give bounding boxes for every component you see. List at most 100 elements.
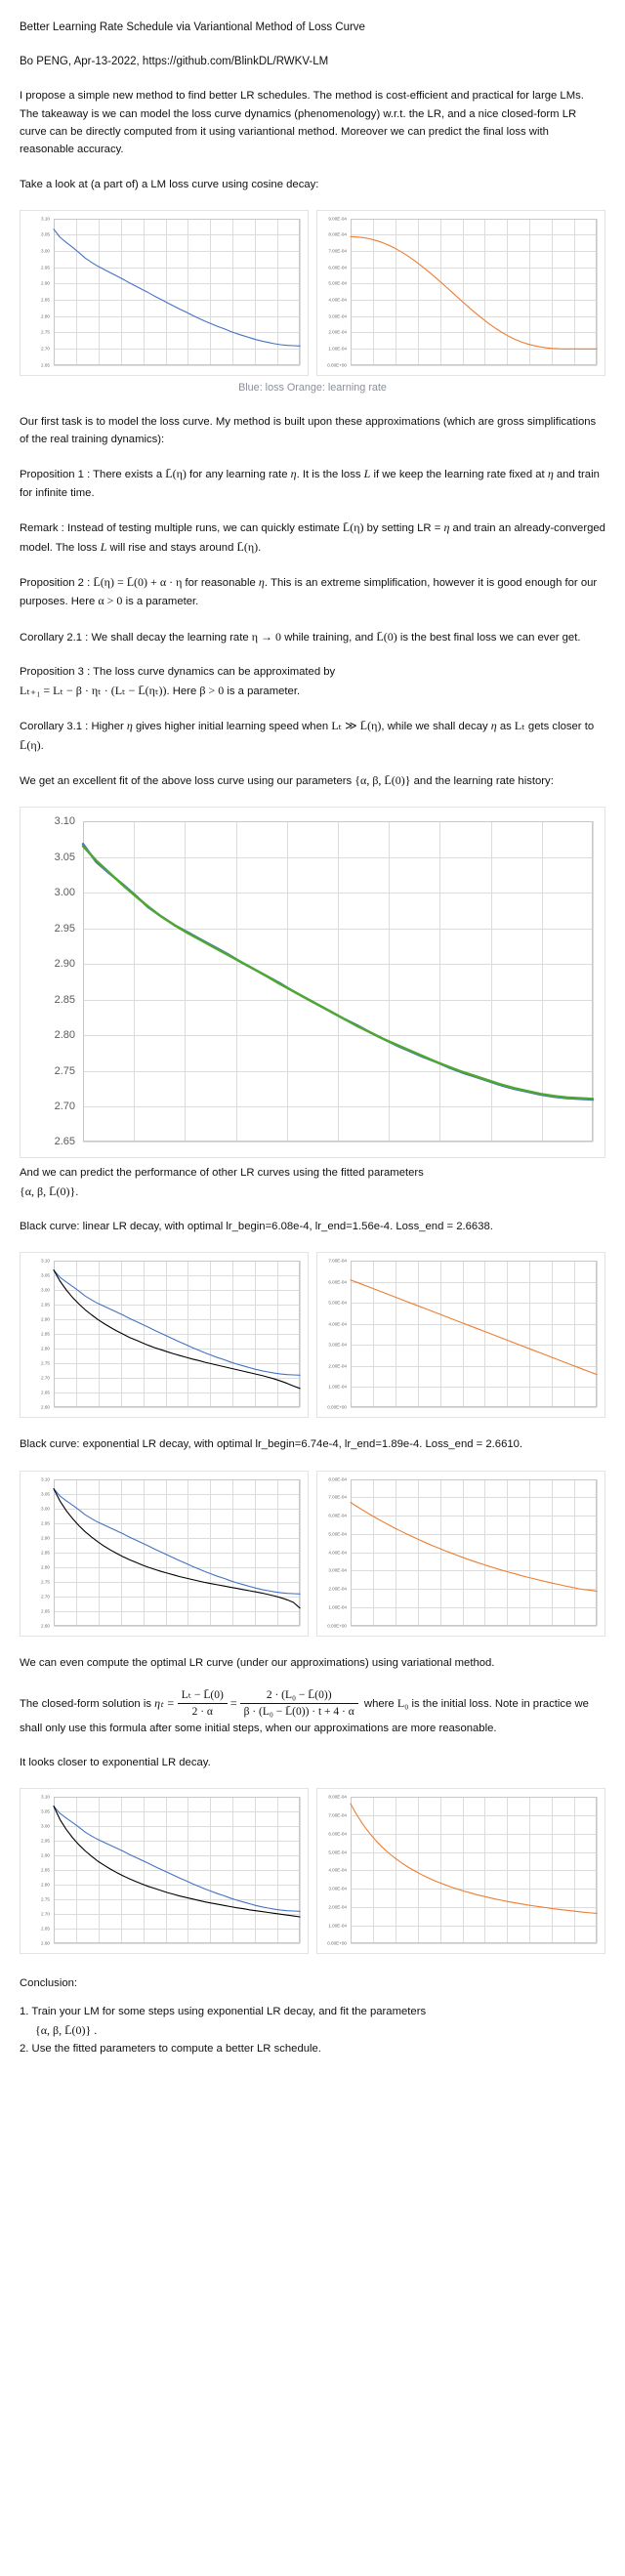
y-tick-label: 2.75 (41, 1579, 50, 1585)
grid-line-vertical (120, 1797, 122, 1944)
y-tick-label: 2.80 (41, 1564, 50, 1570)
remark-math-lbar-eta: L̄(η) (342, 520, 364, 535)
remark-text-e: . (258, 541, 262, 554)
grid-line-vertical (232, 1797, 234, 1944)
y-tick-label: 2.70 (41, 1911, 50, 1917)
grid-line-horizontal (351, 1906, 597, 1908)
chart-row-5: 3.10 3.05 3.00 2.95 2.90 2.85 2.80 2.75 2.70 2.65… (20, 1788, 605, 1955)
grid-line-horizontal (54, 1855, 300, 1857)
grid-line-horizontal (351, 283, 597, 285)
grid-line-vertical (529, 1797, 531, 1944)
grid-line-vertical (372, 1261, 374, 1408)
grid-line-horizontal (351, 1533, 597, 1535)
grid-line-horizontal (54, 1885, 300, 1887)
y-tick-label: 2.70 (41, 1594, 50, 1600)
y-tick-label: 3.00E-04 (328, 1567, 347, 1573)
grid-line-vertical (417, 1478, 419, 1626)
cf-fraction-1: Lₜ − L̄(0) 2 · α (177, 1688, 228, 1720)
y-tick-label: 2.70 (54, 1100, 75, 1112)
grid-line-horizontal (351, 332, 597, 334)
y-tick-label: 6.00E-04 (328, 265, 347, 270)
grid-line-horizontal (351, 1570, 597, 1572)
grid-line-horizontal (54, 251, 300, 253)
grid-line-horizontal (54, 1363, 300, 1365)
grid-line-horizontal (351, 349, 597, 351)
conclusion-list: 1. Train your LM for some steps using ex… (20, 2003, 605, 2057)
grid-line-horizontal (54, 349, 300, 351)
grid-line-vertical (462, 1261, 464, 1408)
cf-frac2-denominator: β · (L₀ − L̄(0)) · t + 4 · α (243, 1706, 354, 1719)
cor21-text-b: while training, and (281, 631, 377, 644)
grid-line-horizontal (54, 332, 300, 334)
y-tick-label: 2.70 (41, 1375, 50, 1381)
cf-fraction-2: 2 · (L₀ − L̄(0)) β · (L₀ − L̄(0)) · t + 4… (239, 1688, 358, 1720)
grid-line-horizontal (54, 1349, 300, 1350)
y-tick-label: 0.00E+00 (327, 1940, 347, 1946)
remark-math-L: L (100, 539, 107, 554)
predict-text-b: . (75, 1185, 79, 1198)
grid-line-horizontal (351, 1516, 597, 1517)
cf-text-b: where (360, 1697, 397, 1710)
y-tick-label: 2.00E-04 (328, 1904, 347, 1910)
grid-line-vertical (255, 1261, 257, 1408)
grid-line-horizontal (351, 1606, 597, 1608)
y-tick-label: 5.00E-04 (328, 1531, 347, 1537)
prop2-math-eta: η (258, 575, 265, 590)
grid-line-horizontal (351, 1589, 597, 1591)
cf-frac1-denominator: 2 · α (191, 1706, 213, 1719)
grid-line-vertical (120, 1478, 122, 1626)
grid-line-vertical (75, 1261, 77, 1408)
y-tick-label: 2.85 (41, 1867, 50, 1873)
grid-line-horizontal (54, 283, 300, 285)
grid-line-horizontal (351, 251, 597, 253)
cor31-text-c: , while we shall decay (381, 721, 491, 733)
grid-line-horizontal (351, 267, 597, 269)
chart-row-4: 3.10 3.05 3.00 2.95 2.90 2.85 2.80 2.75 2.70 2.65… (20, 1470, 605, 1637)
intro-paragraph: I propose a simple new method to find be… (20, 90, 584, 156)
grid-line-vertical (300, 1478, 301, 1626)
y-tick-label: 8.00E-04 (328, 1476, 347, 1482)
y-tick-label: 3.00 (41, 1506, 50, 1512)
grid-line-horizontal (351, 300, 597, 302)
grid-line-vertical (277, 1261, 279, 1408)
grid-line-vertical (484, 1797, 486, 1944)
y-tick-label: 3.10 (41, 216, 50, 222)
grid-line-vertical (286, 821, 288, 1143)
first-task-paragraph: Our first task is to model the loss curv… (20, 415, 597, 446)
cor31-math-lt-gg: Lₜ ≫ L̄(η) (331, 719, 382, 733)
y-tick-label: 3.05 (41, 1808, 50, 1814)
grid-line-horizontal (351, 1386, 597, 1388)
chart5-loss-chart: 3.10 3.05 3.00 2.95 2.90 2.85 2.80 2.75 2.70 2.65… (20, 1788, 309, 1955)
grid-line-horizontal (54, 1334, 300, 1336)
series-line (81, 843, 595, 1101)
y-tick-label: 2.65 (41, 1390, 50, 1395)
y-tick-label: 9.00E-04 (328, 216, 347, 222)
prop1-text-c: . It is the loss (296, 469, 364, 481)
y-tick-label: 3.00 (54, 887, 75, 899)
grid-line-vertical (255, 1478, 257, 1626)
y-tick-label: 1.00E-04 (328, 1604, 347, 1610)
grid-line-vertical (462, 218, 464, 365)
y-tick-label: 3.10 (54, 815, 75, 828)
grid-line-vertical (235, 821, 237, 1143)
y-tick-label: 2.90 (54, 958, 75, 971)
grid-line-horizontal (351, 1365, 597, 1367)
cf-frac2-numerator: 2 · (L₀ − L̄(0)) (239, 1688, 358, 1705)
grid-line-vertical (529, 218, 531, 365)
grid-line-vertical (300, 1797, 301, 1944)
cor21-text-c: is the best final loss we can ever get. (396, 631, 581, 644)
grid-line-vertical (439, 1261, 441, 1408)
prop3-math-beta-gt0: β > 0 (199, 683, 225, 697)
series-layer (350, 1803, 598, 1915)
y-tick-label: 3.00E-04 (328, 1342, 347, 1348)
grid-line-vertical (277, 1797, 279, 1944)
fit-text-b: and the learning rate history: (410, 774, 554, 787)
y-tick-label: 3.10 (41, 1476, 50, 1482)
grid-line-vertical (593, 821, 594, 1143)
grid-line-vertical (574, 218, 576, 365)
cor21-math-eta-to-0: η → 0 (251, 629, 282, 644)
y-tick-label: 2.75 (41, 1360, 50, 1366)
grid-line-horizontal (351, 234, 597, 236)
y-tick-label: 7.00E-04 (328, 1258, 347, 1264)
grid-line-horizontal (54, 1581, 300, 1583)
